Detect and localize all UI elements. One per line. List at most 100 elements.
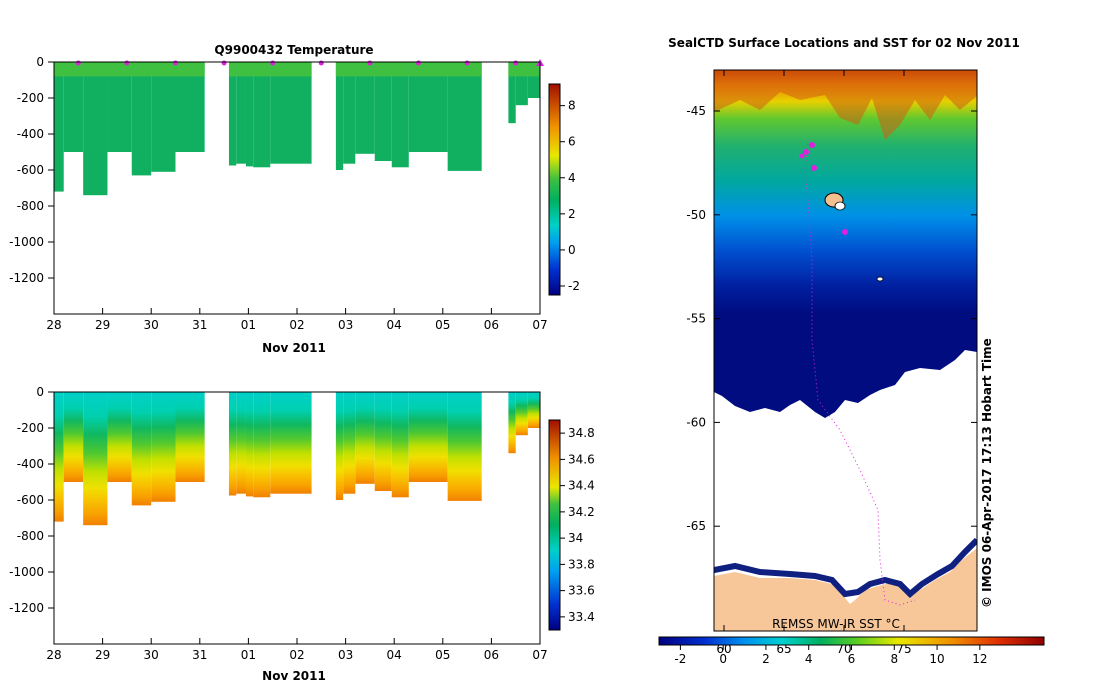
colorbar-tick-label: 6: [568, 135, 576, 149]
salinity-profile-bar: [508, 392, 516, 454]
x-tick-label: 04: [387, 318, 402, 332]
sst-colorbar: [658, 636, 1045, 646]
map-title: SealCTD Surface Locations and SST for 02…: [668, 36, 1020, 50]
salinity-profile-bar: [236, 392, 246, 494]
salinity-profile-bar: [107, 392, 132, 482]
temperature-profile-bar: [131, 62, 152, 176]
colorbar-tick-label: 34.4: [568, 479, 595, 493]
temperature-surface-band: [253, 62, 271, 77]
x-tick-label: 01: [241, 318, 256, 332]
y-tick-label: -600: [17, 163, 44, 177]
island-icon: [876, 276, 884, 282]
temperature-profile-bar: [107, 62, 132, 152]
sst-colorbar-tick-label: 8: [890, 652, 898, 666]
temperature-title: Q9900432 Temperature: [214, 43, 373, 57]
temperature-profile-bar: [236, 62, 246, 164]
surfacing-marker: [173, 60, 178, 66]
surfacing-marker: [464, 60, 470, 66]
colorbar-tick-label: 33.8: [568, 557, 595, 571]
temperature-profile-bar: [508, 62, 516, 124]
salinity-profile-bar: [447, 392, 482, 501]
colorbar-tick-label: 8: [568, 99, 576, 113]
salinity-profile-bar: [63, 392, 84, 482]
salinity-profile-bar: [83, 392, 108, 526]
y-tick-label: -800: [17, 199, 44, 213]
salinity-profile-bar: [151, 392, 176, 502]
x-tick-label: 07: [532, 318, 547, 332]
lat-tick-label: -45: [686, 104, 706, 118]
x-tick-label: 30: [144, 648, 159, 662]
colorbar-tick-label: 34.6: [568, 452, 595, 466]
surface-locations: [799, 142, 848, 235]
salinity-panel: 0 -200 -400 -600 -800 -1000 -1200 28 29 30 31 01 02…: [9, 385, 595, 683]
salinity-colorbar-ticks: 33.4 33.6 33.8 34 34.2 34.4 34.6 34.8: [560, 426, 595, 624]
x-tick-label: 29: [95, 648, 110, 662]
temperature-profile-bar: [245, 62, 254, 167]
salinity-profile-bar: [253, 392, 271, 498]
y-tick-label: -1000: [9, 565, 44, 579]
x-tick-label: 28: [46, 318, 61, 332]
y-tick-label: -1000: [9, 235, 44, 249]
surfacing-marker: [270, 60, 276, 66]
temperature-y-axis: 0 -200 -400 -600 -800 -1000 -1200: [9, 55, 54, 285]
lat-tick-label: -60: [686, 415, 706, 429]
sst-colorbar-tick-label: 6: [848, 652, 856, 666]
sst-colorbar-tick-label: 4: [805, 652, 813, 666]
map-frame: [713, 69, 978, 632]
x-tick-label: 30: [144, 318, 159, 332]
y-tick-label: 0: [36, 55, 44, 69]
x-tick-label: 31: [192, 318, 207, 332]
temperature-surface-band: [107, 62, 132, 77]
temperature-surface-band: [508, 62, 516, 77]
x-tick-label: 06: [484, 318, 499, 332]
x-tick-label: 28: [46, 648, 61, 662]
sst-source-label: REMSS MW-IR SST °C: [772, 617, 900, 631]
sst-colorbar-tick-label: -2: [674, 652, 686, 666]
temperature-profile-bar: [391, 62, 409, 168]
map-latitude-axis: -45 -50 -55 -60 -65: [686, 104, 977, 533]
temperature-surface-band: [131, 62, 152, 77]
temperature-surface-band: [355, 62, 375, 77]
salinity-profile-bar: [408, 392, 448, 482]
x-tick-label: 01: [241, 648, 256, 662]
temperature-profile-bar: [270, 62, 312, 164]
temperature-surface-band: [408, 62, 448, 77]
surfacing-marker: [513, 60, 519, 66]
temperature-colorbar-ticks: -2 0 2 4 6 8: [560, 99, 580, 293]
sst-colorbar-tick-label: 10: [929, 652, 944, 666]
temperature-surface-band: [245, 62, 254, 77]
salinity-profile-bar: [374, 392, 392, 491]
lat-tick-label: -55: [686, 312, 706, 326]
temperature-surface-band: [63, 62, 84, 77]
sst-colorbar-tick-label: 0: [719, 652, 727, 666]
temperature-surface-band: [374, 62, 392, 77]
colorbar-tick-label: 33.6: [568, 584, 595, 598]
colorbar-tick-label: 34: [568, 531, 583, 545]
y-tick-label: -200: [17, 421, 44, 435]
temperature-xlabel: Nov 2011: [262, 341, 326, 355]
temperature-surface-band: [54, 62, 64, 77]
temperature-surface-band: [236, 62, 246, 77]
x-tick-label: 02: [289, 648, 304, 662]
salinity-profile-bar: [527, 392, 540, 428]
temperature-profiles: [54, 62, 540, 196]
salinity-profile-bar: [228, 392, 237, 496]
x-tick-label: 29: [95, 318, 110, 332]
salinity-profile-bar: [175, 392, 205, 482]
salinity-profile-bar: [355, 392, 375, 484]
salinity-profile-bar: [54, 392, 64, 522]
temperature-x-axis: 28 29 30 31 01 02 03 04 05 06 07: [46, 308, 548, 332]
temperature-profile-bar: [335, 62, 344, 170]
colorbar-tick-label: 33.4: [568, 610, 595, 624]
y-tick-label: -1200: [9, 271, 44, 285]
surfacing-marker: [416, 60, 421, 66]
lat-tick-label: -65: [686, 519, 706, 533]
surfacing-marker: [318, 60, 324, 66]
temperature-surface-band: [447, 62, 482, 77]
temperature-profile-bar: [83, 62, 108, 196]
salinity-y-axis: 0 -200 -400 -600 -800 -1000 -1200: [9, 385, 54, 615]
sea-ice-edge: [714, 537, 977, 599]
temperature-surface-band: [270, 62, 312, 77]
sst-field: [714, 70, 977, 418]
